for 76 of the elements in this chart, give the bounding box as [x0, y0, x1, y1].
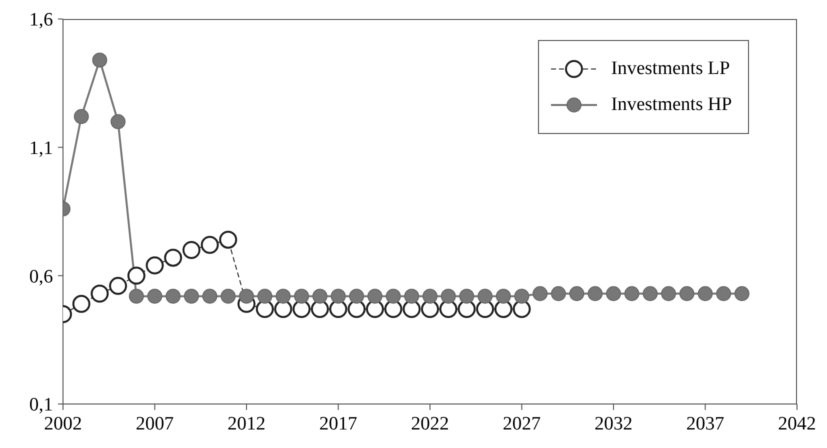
point	[127, 266, 146, 285]
point	[182, 241, 200, 259]
point	[184, 288, 199, 304]
y-tick-label: 1,6	[29, 10, 53, 31]
point	[642, 286, 658, 302]
y-tick-label: 0,6	[29, 266, 53, 288]
point	[128, 288, 144, 304]
point	[624, 286, 640, 302]
point	[147, 288, 162, 304]
point	[200, 236, 219, 254]
point	[166, 288, 181, 304]
point	[439, 300, 458, 318]
point	[459, 288, 474, 304]
point	[92, 52, 108, 68]
point	[404, 288, 420, 304]
point	[550, 286, 566, 302]
point	[440, 288, 456, 304]
point	[402, 300, 421, 318]
point	[422, 288, 438, 304]
point	[164, 248, 182, 267]
point	[257, 288, 272, 304]
point	[514, 288, 530, 304]
legend-label: Investments LP	[611, 57, 730, 81]
point	[386, 288, 401, 304]
x-tick-label: 2042	[778, 413, 816, 434]
point	[202, 288, 218, 304]
point	[329, 300, 348, 318]
x-tick-label: 2032	[594, 413, 632, 434]
point	[220, 288, 236, 304]
point	[219, 230, 238, 249]
point	[734, 286, 750, 302]
point	[274, 300, 292, 318]
x-tick-label: 2027	[502, 413, 541, 434]
point	[256, 300, 274, 318]
point	[606, 286, 621, 302]
point	[458, 300, 476, 318]
x-tick-label: 2002	[44, 413, 82, 434]
point	[661, 286, 676, 302]
point	[588, 286, 603, 302]
x-tick-label: 2012	[228, 413, 266, 434]
point	[90, 284, 109, 303]
point	[276, 288, 291, 304]
x-tick-label: 2022	[411, 413, 449, 434]
point	[366, 300, 384, 318]
point	[478, 288, 493, 304]
point	[110, 114, 126, 130]
point	[146, 256, 164, 274]
point	[716, 286, 732, 302]
point	[312, 288, 328, 304]
point	[367, 288, 382, 304]
point	[72, 294, 90, 313]
point	[384, 300, 402, 318]
point	[292, 300, 311, 318]
y-tick-label: 1,1	[29, 138, 53, 160]
point	[330, 288, 346, 304]
point	[421, 300, 439, 318]
point	[348, 300, 366, 318]
point	[532, 286, 548, 302]
point	[239, 288, 254, 304]
point	[494, 300, 512, 318]
point	[512, 300, 531, 318]
point	[74, 109, 89, 124]
point	[679, 286, 694, 302]
point	[496, 288, 511, 304]
y-tick-label: 0,1	[29, 394, 53, 416]
point	[294, 288, 310, 304]
point	[310, 300, 329, 318]
legend-label: Investments HP	[611, 93, 732, 117]
x-tick-label: 2017	[319, 413, 358, 434]
point	[109, 276, 128, 295]
x-tick-label: 2037	[686, 413, 724, 434]
point	[698, 286, 713, 302]
point	[569, 286, 584, 302]
point	[349, 288, 364, 304]
x-tick-label: 2007	[136, 413, 174, 434]
point	[476, 300, 494, 318]
